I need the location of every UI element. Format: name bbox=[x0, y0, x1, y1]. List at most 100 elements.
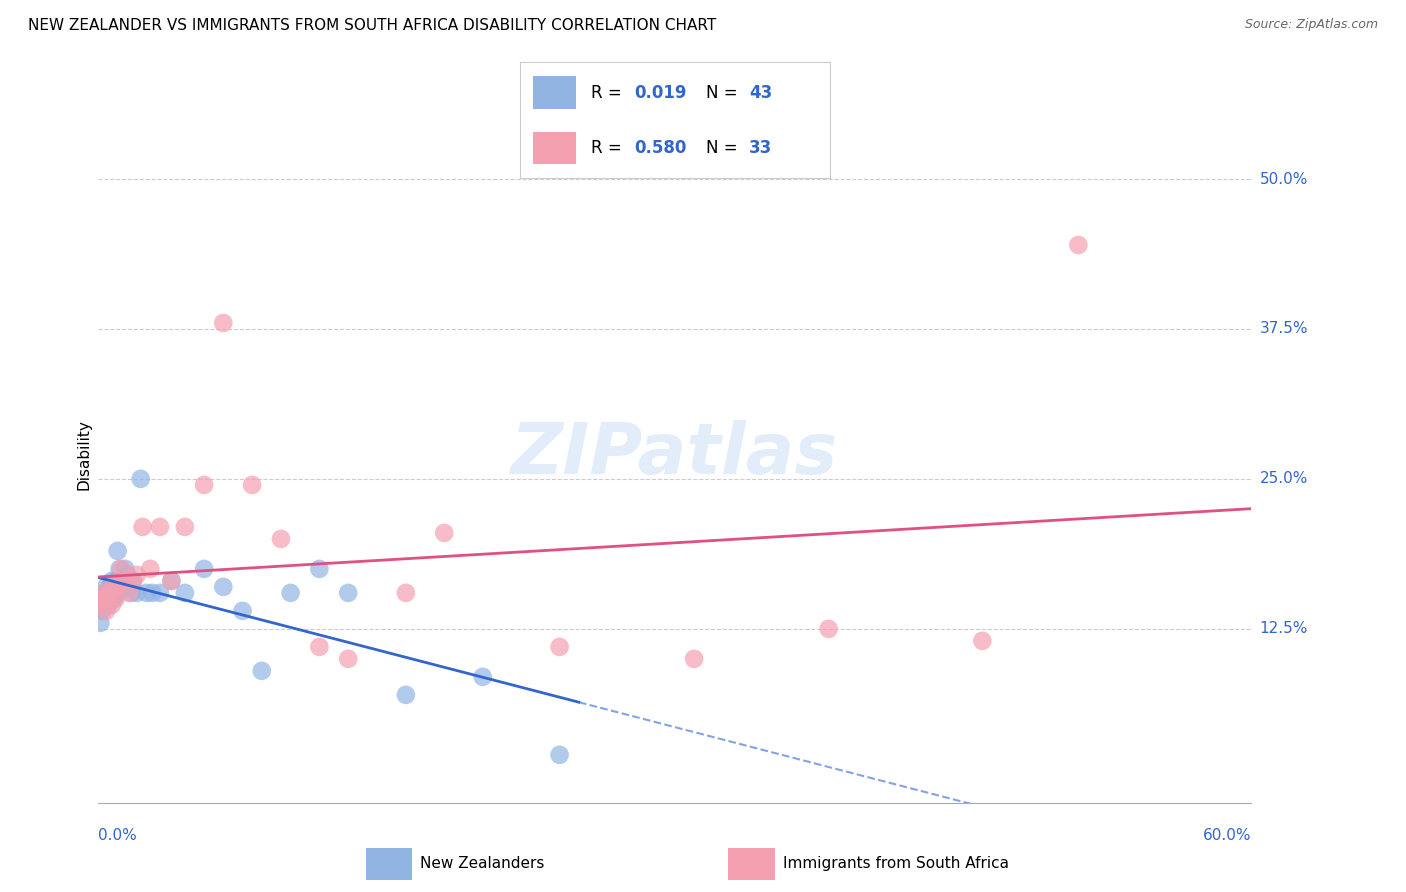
Text: New Zealanders: New Zealanders bbox=[420, 855, 544, 871]
Point bbox=[103, 580, 125, 594]
Point bbox=[270, 532, 292, 546]
Text: N =: N = bbox=[706, 139, 742, 157]
FancyBboxPatch shape bbox=[728, 848, 775, 880]
Text: 50.0%: 50.0% bbox=[1260, 171, 1308, 186]
Point bbox=[231, 604, 254, 618]
Point bbox=[93, 586, 115, 600]
Point bbox=[91, 591, 114, 606]
Point bbox=[97, 586, 120, 600]
Point bbox=[108, 562, 131, 576]
Point bbox=[337, 652, 360, 666]
Point bbox=[89, 615, 111, 630]
Text: 25.0%: 25.0% bbox=[1260, 471, 1308, 486]
Text: R =: R = bbox=[592, 139, 627, 157]
Text: R =: R = bbox=[592, 84, 627, 102]
Point bbox=[122, 574, 145, 588]
Point bbox=[395, 586, 418, 600]
Point bbox=[94, 580, 117, 594]
Point bbox=[548, 747, 571, 762]
Point bbox=[89, 598, 111, 612]
Point bbox=[107, 586, 129, 600]
Point bbox=[110, 562, 132, 576]
Point bbox=[93, 586, 115, 600]
Point bbox=[122, 574, 145, 588]
Point bbox=[135, 586, 157, 600]
Point bbox=[433, 525, 456, 540]
Text: 0.019: 0.019 bbox=[634, 84, 688, 102]
Point bbox=[149, 586, 172, 600]
Text: 12.5%: 12.5% bbox=[1260, 622, 1308, 636]
Point bbox=[972, 633, 994, 648]
Point bbox=[212, 316, 235, 330]
Point bbox=[98, 580, 121, 594]
Point bbox=[107, 544, 129, 558]
FancyBboxPatch shape bbox=[533, 77, 576, 109]
Point bbox=[395, 688, 418, 702]
Point bbox=[548, 640, 571, 654]
Point bbox=[174, 586, 197, 600]
Point bbox=[683, 652, 706, 666]
Point bbox=[141, 586, 163, 600]
Point bbox=[118, 580, 141, 594]
Point bbox=[160, 574, 183, 588]
Text: N =: N = bbox=[706, 84, 742, 102]
Point bbox=[212, 580, 235, 594]
Point bbox=[104, 591, 127, 606]
Point bbox=[114, 574, 136, 588]
Point bbox=[129, 472, 152, 486]
Point bbox=[149, 520, 172, 534]
Point bbox=[98, 586, 121, 600]
Point bbox=[94, 604, 117, 618]
Point bbox=[240, 478, 263, 492]
Point bbox=[308, 640, 330, 654]
Point bbox=[114, 562, 136, 576]
Text: NEW ZEALANDER VS IMMIGRANTS FROM SOUTH AFRICA DISABILITY CORRELATION CHART: NEW ZEALANDER VS IMMIGRANTS FROM SOUTH A… bbox=[28, 18, 717, 33]
Point bbox=[104, 586, 127, 600]
Text: 33: 33 bbox=[749, 139, 772, 157]
Y-axis label: Disability: Disability bbox=[76, 419, 91, 491]
Point bbox=[308, 562, 330, 576]
Text: Immigrants from South Africa: Immigrants from South Africa bbox=[783, 855, 1010, 871]
Point bbox=[118, 586, 141, 600]
Point bbox=[112, 580, 135, 594]
FancyBboxPatch shape bbox=[366, 848, 412, 880]
Text: 0.580: 0.580 bbox=[634, 139, 688, 157]
Text: 37.5%: 37.5% bbox=[1260, 321, 1308, 336]
Point bbox=[107, 580, 129, 594]
Point bbox=[101, 598, 124, 612]
Text: 60.0%: 60.0% bbox=[1204, 828, 1251, 843]
Point bbox=[471, 670, 494, 684]
Point bbox=[817, 622, 839, 636]
Point bbox=[280, 586, 302, 600]
Point bbox=[103, 580, 125, 594]
Point bbox=[110, 574, 132, 588]
Point bbox=[117, 567, 138, 582]
Text: 43: 43 bbox=[749, 84, 772, 102]
Text: 0.0%: 0.0% bbox=[98, 828, 138, 843]
Point bbox=[97, 591, 120, 606]
Point bbox=[174, 520, 197, 534]
Point bbox=[97, 598, 120, 612]
Point bbox=[94, 591, 117, 606]
Point bbox=[93, 598, 115, 612]
Point bbox=[250, 664, 273, 678]
Point bbox=[131, 520, 153, 534]
Point bbox=[193, 478, 215, 492]
Point bbox=[120, 586, 142, 600]
Point bbox=[160, 574, 183, 588]
Point bbox=[1067, 238, 1090, 252]
Point bbox=[101, 586, 124, 600]
Point bbox=[98, 591, 121, 606]
Point bbox=[91, 604, 114, 618]
Text: ZIPatlas: ZIPatlas bbox=[512, 420, 838, 490]
Point bbox=[193, 562, 215, 576]
Text: Source: ZipAtlas.com: Source: ZipAtlas.com bbox=[1244, 18, 1378, 31]
FancyBboxPatch shape bbox=[533, 132, 576, 164]
Point bbox=[101, 574, 124, 588]
Point bbox=[337, 586, 360, 600]
Point bbox=[125, 567, 148, 582]
Point bbox=[125, 586, 148, 600]
Point bbox=[104, 574, 127, 588]
Point bbox=[103, 591, 125, 606]
Point bbox=[139, 562, 162, 576]
